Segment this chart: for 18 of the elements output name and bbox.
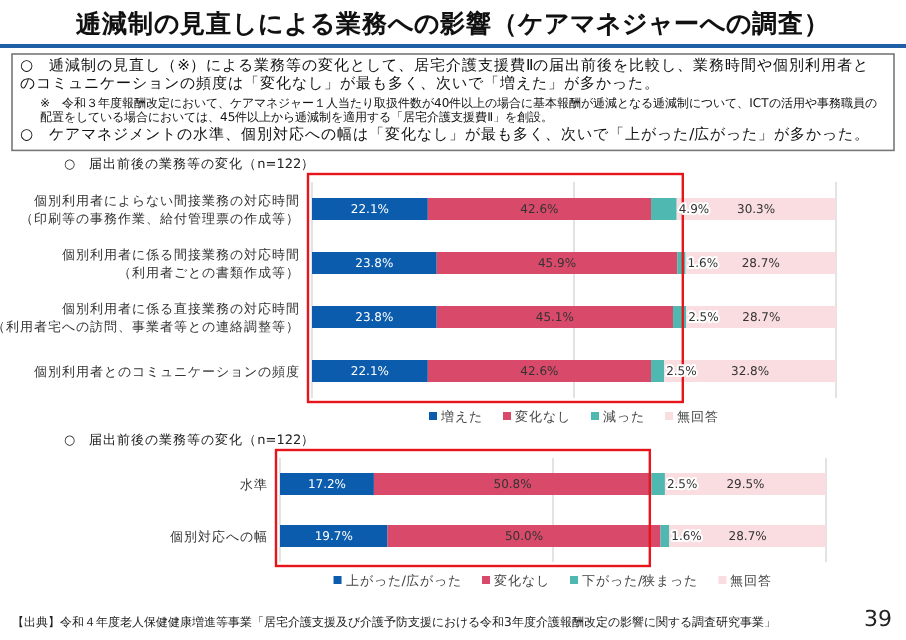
bar (427, 198, 652, 220)
bar (312, 306, 437, 328)
bar (651, 360, 665, 382)
text: 39 (864, 606, 892, 632)
text: 逓減制の見直しによる業務への影響（ケアマネジャーへの調査） (74, 8, 830, 38)
bar (312, 198, 428, 220)
bar (436, 306, 674, 328)
bar (280, 473, 374, 495)
bar (651, 473, 665, 495)
bar (436, 252, 678, 274)
bar (387, 525, 661, 547)
bar (373, 473, 652, 495)
bar (280, 525, 388, 547)
bar (312, 252, 437, 274)
bar (312, 360, 428, 382)
bar (651, 198, 677, 220)
bar (427, 360, 652, 382)
bar (660, 525, 670, 547)
